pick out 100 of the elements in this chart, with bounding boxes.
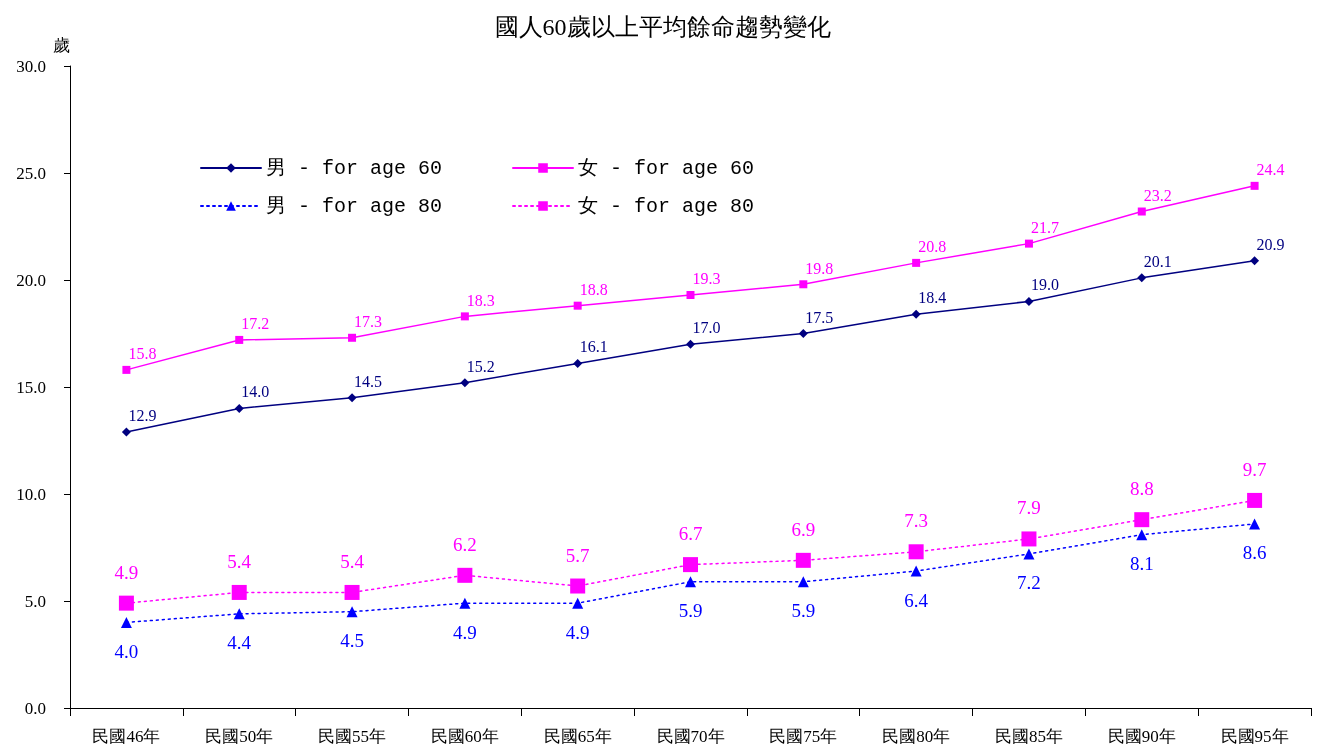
point — [121, 427, 131, 437]
y-tick-label: 15.0 — [16, 377, 46, 397]
point — [683, 557, 698, 573]
point — [1134, 512, 1150, 528]
point — [1250, 256, 1260, 266]
x-tick-label: 民國70年 — [656, 727, 725, 746]
data-label: 18.4 — [918, 289, 947, 307]
data-label: 17.5 — [805, 308, 834, 326]
data-label: 8.8 — [1129, 478, 1154, 500]
x-tick-label: 民國55年 — [318, 727, 387, 746]
point — [798, 329, 808, 338]
data-label: 5.9 — [678, 600, 703, 622]
point — [1137, 273, 1147, 283]
y-tick-label: 10.0 — [16, 484, 46, 504]
point — [573, 358, 583, 368]
point — [344, 584, 360, 600]
data-label: 15.2 — [466, 357, 495, 375]
point — [799, 280, 808, 289]
point — [348, 333, 357, 342]
data-label: 7.2 — [1017, 572, 1041, 594]
data-label: 24.4 — [1256, 161, 1285, 179]
data-label: 17.3 — [354, 313, 383, 331]
legend-label: 女 - for age 60 — [578, 156, 755, 180]
data-label: 4.9 — [452, 621, 477, 643]
data-label: 15.8 — [128, 345, 157, 363]
point — [1250, 181, 1259, 190]
data-label: 4.4 — [227, 632, 252, 654]
data-label: 7.9 — [1017, 497, 1041, 519]
point — [1023, 548, 1035, 560]
point — [235, 335, 244, 344]
point — [572, 597, 584, 609]
data-label: 8.6 — [1242, 542, 1267, 564]
x-tick-label: 民國50年 — [205, 727, 274, 746]
x-tick-label: 民國46年 — [92, 727, 161, 746]
x-tick-label: 民國85年 — [994, 727, 1063, 746]
point — [122, 365, 131, 374]
data-label: 19.8 — [805, 259, 834, 277]
data-label: 17.0 — [692, 319, 721, 337]
data-label: 19.3 — [692, 270, 721, 288]
point — [1247, 492, 1263, 508]
point — [1136, 529, 1148, 541]
data-label: 4.5 — [340, 630, 364, 652]
point — [908, 544, 924, 560]
data-label: 5.4 — [227, 550, 252, 572]
data-label: 20.8 — [918, 238, 947, 256]
point — [346, 606, 358, 618]
data-label: 4.0 — [114, 640, 139, 662]
x-tick-label: 民國65年 — [543, 727, 612, 746]
data-label: 5.7 — [565, 544, 590, 566]
data-label: 12.9 — [128, 406, 157, 424]
point — [118, 595, 134, 611]
data-label: 6.7 — [678, 523, 703, 545]
point — [234, 403, 244, 413]
point — [460, 378, 470, 388]
point — [1024, 239, 1033, 248]
x-tick-label: 民國80年 — [882, 727, 951, 746]
point — [685, 576, 696, 588]
data-label: 17.2 — [241, 315, 270, 333]
data-label: 6.9 — [791, 518, 816, 540]
point — [1021, 531, 1037, 547]
point — [686, 339, 695, 349]
point — [231, 584, 247, 600]
data-label: 14.0 — [241, 383, 270, 401]
legend-label: 女 - for age 80 — [578, 194, 755, 218]
legend-label: 男 - for age 60 — [266, 156, 443, 180]
point — [1137, 207, 1146, 216]
data-label: 6.2 — [452, 533, 477, 555]
data-label: 14.5 — [354, 372, 383, 390]
x-tick-label: 民國75年 — [769, 727, 838, 746]
data-label: 20.1 — [1143, 252, 1172, 270]
point — [573, 301, 582, 310]
point — [911, 309, 921, 319]
point — [570, 578, 586, 594]
y-tick-label: 30.0 — [16, 56, 46, 76]
data-label: 20.9 — [1256, 235, 1285, 253]
point — [460, 312, 469, 321]
x-tick-label: 民國90年 — [1107, 727, 1176, 746]
data-label: 19.0 — [1030, 276, 1059, 294]
data-label: 5.4 — [340, 550, 365, 572]
data-label: 4.9 — [114, 561, 139, 583]
data-label: 5.9 — [791, 600, 816, 622]
legend-label: 男 - for age 80 — [266, 194, 443, 218]
y-tick-label: 0.0 — [24, 698, 46, 718]
point — [459, 597, 471, 609]
data-label: 23.2 — [1143, 187, 1172, 205]
point — [797, 576, 809, 588]
data-label: 16.1 — [579, 338, 608, 356]
data-label: 4.9 — [565, 621, 590, 643]
point — [686, 290, 695, 299]
data-label: 9.7 — [1242, 458, 1267, 480]
y-axis-title: 歲 — [53, 36, 70, 55]
x-tick-label: 民國95年 — [1220, 727, 1289, 746]
data-label: 18.8 — [579, 281, 608, 299]
data-label: 6.4 — [904, 589, 929, 611]
point — [457, 567, 473, 583]
chart-title: 國人60歲以上平均餘命趨勢變化 — [494, 14, 831, 40]
point — [910, 565, 922, 577]
point — [347, 393, 357, 403]
point — [912, 258, 921, 267]
data-label: 21.7 — [1030, 219, 1059, 237]
